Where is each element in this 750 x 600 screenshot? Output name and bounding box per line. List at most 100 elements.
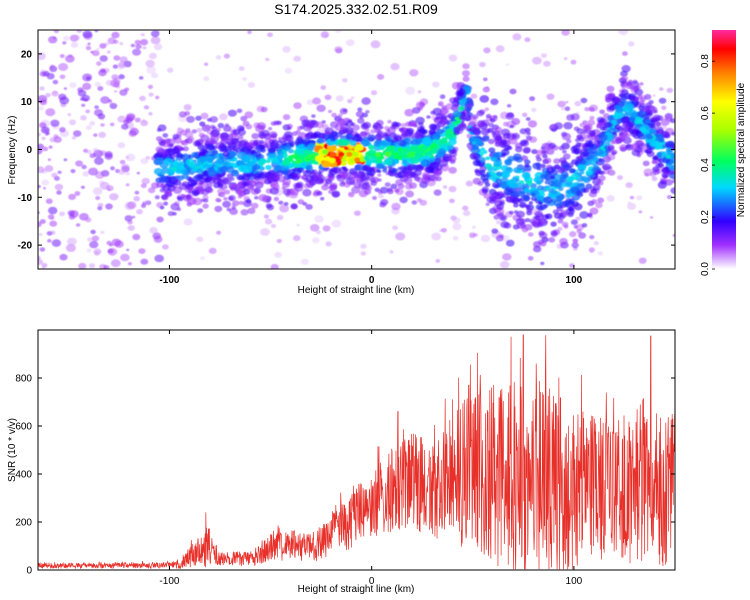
spectrogram-blob	[195, 115, 202, 121]
spectrogram-blob	[289, 141, 294, 145]
spectrogram-blob	[387, 126, 396, 134]
colorbar-tick-label: 0.6	[700, 106, 711, 120]
spectrogram-blob	[599, 170, 605, 175]
spectrogram-blob	[440, 133, 445, 138]
spectrogram-blob	[202, 163, 210, 170]
spectrogram-blob	[302, 169, 312, 177]
spectrogram-blob	[276, 238, 282, 244]
spectrogram-blob	[628, 95, 636, 102]
spectrogram-blob	[597, 140, 604, 146]
spectrogram-blob	[553, 199, 563, 207]
spectrogram-blob	[502, 253, 512, 261]
spectrogram-blob	[198, 132, 205, 138]
spectrogram-blob	[588, 154, 595, 160]
spectrogram-blob	[309, 224, 320, 232]
spectrogram-blob	[448, 54, 458, 62]
spectrogram-blob	[370, 129, 376, 134]
spectrogram-blob	[355, 163, 365, 171]
spectrogram-blob	[320, 85, 327, 90]
spectrogram-blob	[119, 42, 124, 46]
spectrogram-blob	[376, 163, 384, 170]
spectrogram-blob	[138, 76, 144, 80]
spectrogram-blob	[505, 63, 510, 66]
spectrogram-blob	[143, 105, 150, 110]
spectrogram-blob	[177, 196, 184, 202]
spectrogram-blob	[200, 256, 205, 260]
spectrogram-blob	[576, 128, 584, 135]
spectrogram-blob	[573, 225, 578, 229]
spectrogram-blob	[408, 134, 414, 139]
spectrogram-blob	[150, 36, 161, 45]
spectrogram-blob	[205, 187, 214, 194]
spectrogram-blob	[121, 123, 129, 130]
spectrogram-blob	[270, 181, 280, 189]
spectrogram-blob	[362, 112, 368, 118]
spectrogram-blob	[38, 259, 43, 265]
spectrogram-blob	[93, 133, 98, 137]
spectrogram-blob	[148, 92, 154, 97]
spectrogram-blob	[550, 230, 558, 236]
spectrogram-blob	[198, 155, 208, 163]
spectrogram-blob	[638, 210, 643, 214]
spectrogram-blob	[572, 238, 579, 244]
spectrogram-blob	[124, 87, 130, 92]
spectrogram-blob	[406, 165, 414, 172]
spectrogram-blob	[588, 129, 596, 136]
spectrogram-blob	[420, 159, 428, 166]
spectrogram-blob	[395, 179, 404, 186]
spectrogram-blob	[155, 95, 160, 100]
spectrogram-blob	[124, 215, 133, 222]
spectrogram-blob	[281, 159, 291, 166]
spectrogram-blob	[215, 158, 223, 165]
spectrogram-blob	[246, 149, 252, 153]
spectrogram-blob	[472, 114, 479, 120]
spectrogram-blob	[129, 127, 139, 136]
spectrogram-blob	[606, 85, 615, 93]
spectrogram-blob	[39, 219, 46, 224]
spectrogram-blob	[354, 157, 361, 163]
spectrogram-blob	[52, 90, 58, 95]
spectrogram-blob	[305, 179, 316, 188]
spectrogram-blob	[270, 263, 279, 269]
spectrogram-blob	[291, 160, 296, 164]
spectrogram-blob	[596, 179, 604, 186]
spectrogram-blob	[493, 184, 499, 189]
spectrogram-blob	[398, 127, 404, 132]
spectrogram-blob	[668, 165, 675, 171]
spectrogram-blob	[247, 207, 256, 214]
spectrogram-blob	[67, 113, 72, 117]
spectrogram-blob	[330, 151, 337, 157]
spectrogram-blob	[546, 148, 555, 155]
spectrogram-blob	[568, 168, 576, 174]
spectrogram-blob	[476, 110, 485, 117]
spectrogram-blob	[666, 195, 673, 200]
spectrogram-blob	[588, 146, 598, 154]
spectrogram-blob	[635, 130, 642, 135]
spectrogram-blob	[202, 203, 209, 209]
spectrogram-blob	[438, 101, 444, 106]
spectrogram-blob	[350, 172, 358, 179]
spectrogram-blob	[99, 55, 108, 62]
spectrogram-blob	[177, 127, 181, 130]
spectrogram-blob	[126, 113, 136, 121]
spectrogram-blob	[611, 119, 618, 125]
spectrogram-blob	[316, 138, 325, 145]
spectrogram-blob	[210, 129, 220, 137]
spectrogram-blob	[358, 189, 368, 198]
spectrogram-blob	[595, 202, 603, 209]
spectrogram-blob	[141, 177, 150, 185]
spectrogram-blob	[68, 54, 73, 58]
spectrogram-blob	[644, 94, 652, 100]
spectrogram-blob	[95, 196, 101, 200]
spectrogram-blob	[315, 177, 324, 185]
spectrogram-blob	[480, 174, 489, 181]
spectrogram-blob	[520, 223, 526, 229]
spectrogram-blob	[661, 105, 667, 111]
spectrogram-blob	[620, 94, 628, 101]
spectrogram-blob	[416, 198, 422, 203]
spectrogram-blob	[45, 198, 53, 204]
spectrogram-blob	[86, 149, 92, 155]
spectrogram-blob	[145, 59, 155, 68]
spectrogram-blob	[229, 162, 234, 166]
